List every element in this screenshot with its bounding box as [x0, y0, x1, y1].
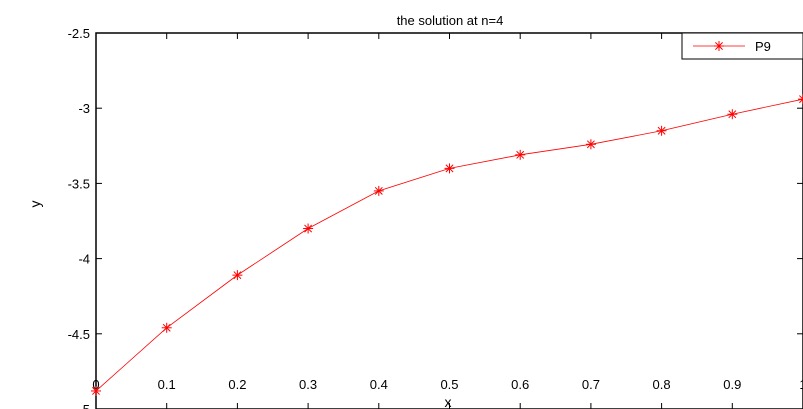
x-tick-label: 0.3	[299, 377, 317, 392]
data-point-marker	[727, 109, 738, 120]
data-point-marker	[91, 385, 101, 396]
y-tick-label: -5	[78, 402, 90, 409]
data-point-marker	[373, 185, 384, 196]
data-point-marker	[444, 163, 455, 174]
y-tick-label: -2.5	[68, 26, 90, 41]
x-tick-label: 0.8	[653, 377, 671, 392]
y-axis-label: y	[27, 201, 43, 208]
legend[interactable]: P9	[681, 32, 803, 60]
data-point-marker	[585, 139, 596, 150]
y-tick-label: -3.5	[68, 176, 90, 191]
y-tick-label: -3	[78, 101, 90, 116]
x-tick-label: 0	[92, 377, 99, 392]
x-tick-label: 0.7	[582, 377, 600, 392]
y-tick-label: -4.5	[68, 327, 90, 342]
y-tick-label: -4	[78, 252, 90, 267]
data-point-marker	[232, 270, 243, 281]
x-axis-label: x	[445, 394, 452, 409]
x-tick-label: 0.6	[511, 377, 529, 392]
plot-area	[95, 32, 803, 409]
legend-marker	[714, 41, 724, 51]
data-point-marker	[798, 94, 803, 105]
x-tick-label: 0.1	[158, 377, 176, 392]
data-point-marker	[161, 322, 172, 333]
axes: 0 0.1 0.2 0.3 0.4 0.5 0.6 0.7 0.8 0.9 1 -2.5 -3 -3.5 -…	[68, 26, 803, 409]
legend-line-sample	[693, 41, 745, 51]
x-tick-label: 0.2	[228, 377, 246, 392]
x-tick-label: 0.4	[370, 377, 388, 392]
data-point-marker	[303, 223, 314, 234]
x-tick-label: 0.9	[723, 377, 741, 392]
x-tick-label: 1	[799, 377, 803, 392]
x-tick-label: 0.5	[440, 377, 458, 392]
chart-title: the solution at n=4	[397, 13, 504, 28]
legend-label: P9	[755, 39, 771, 54]
data-point-marker	[656, 125, 667, 136]
data-point-marker	[515, 149, 526, 160]
series-layer	[91, 94, 803, 396]
